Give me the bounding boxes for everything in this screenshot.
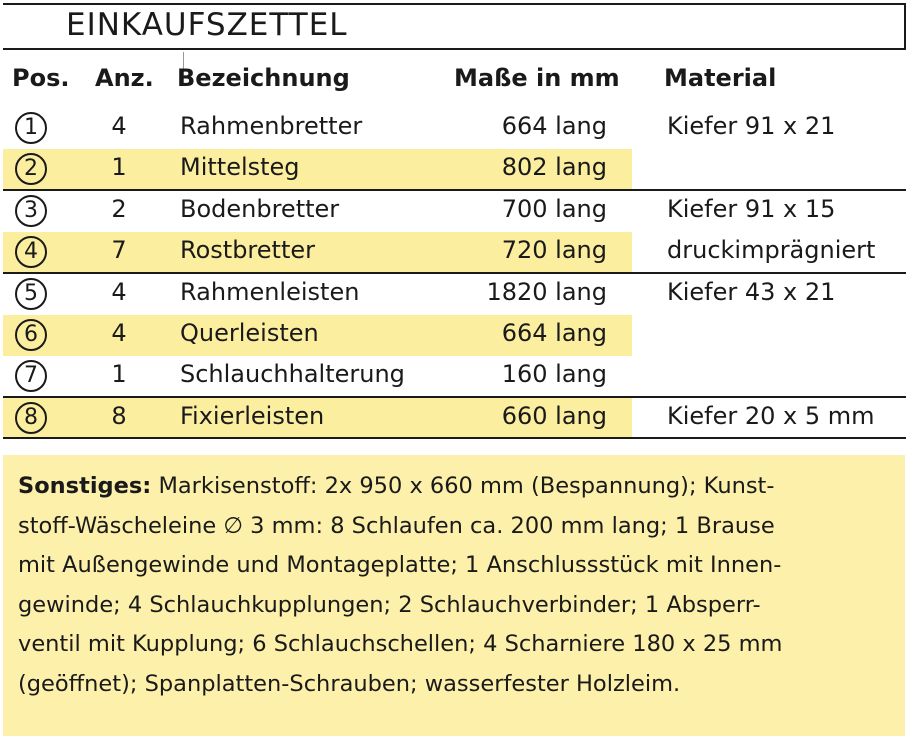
position-circle: 8 [15, 402, 47, 434]
material: druckimprägniert [667, 236, 876, 264]
table-bottom-border [3, 437, 906, 439]
material: Kiefer 91 x 21 [667, 112, 836, 140]
row-highlight [3, 398, 632, 439]
group-divider [3, 272, 906, 274]
dimensions: 802 lang [501, 153, 607, 181]
table-row: 8 8 Fixierleisten 660 lang Kiefer 20 x 5… [3, 398, 906, 439]
other-materials-line: stoff-Wäscheleine ∅ 3 mm: 8 Schlaufen ca… [18, 512, 775, 539]
position-circle: 2 [15, 153, 47, 185]
item-name: Rahmenbretter [180, 112, 363, 140]
material: Kiefer 43 x 21 [667, 278, 836, 306]
quantity: 1 [111, 360, 127, 388]
header-anz: Anz. [95, 64, 154, 92]
page-title: EINKAUFSZETTEL [66, 7, 348, 43]
row-highlight [3, 149, 632, 190]
header-material: Material [664, 64, 777, 92]
other-materials-line: ventil mit Kupplung; 6 Schlauchschellen;… [18, 631, 783, 657]
dimensions: 720 lang [501, 236, 607, 264]
other-materials-line: Sonstiges: Markisenstoff: 2x 950 x 660 m… [18, 473, 775, 499]
quantity: 1 [111, 153, 127, 181]
row-highlight [3, 232, 632, 273]
title-bar [3, 3, 906, 50]
item-name: Mittelsteg [180, 153, 300, 181]
table-row: 4 7 Rostbretter 720 lang druckimprägnier… [3, 232, 906, 273]
item-name: Rahmenleisten [180, 278, 360, 306]
quantity: 4 [111, 112, 127, 140]
other-materials-line: mit Außengewinde und Montageplatte; 1 An… [18, 552, 782, 578]
header-bezeichnung: Bezeichnung [177, 64, 350, 92]
material: Kiefer 20 x 5 mm [667, 402, 875, 430]
item-name: Schlauchhalterung [180, 360, 405, 388]
row-highlight [3, 315, 632, 356]
item-name: Bodenbretter [180, 195, 340, 223]
item-name: Fixierleisten [180, 402, 325, 430]
table-row: 5 4 Rahmenleisten 1820 lang Kiefer 43 x … [3, 274, 906, 315]
table-row: 7 1 Schlauchhalterung 160 lang [3, 356, 906, 397]
material: Kiefer 91 x 15 [667, 195, 836, 223]
dimensions: 660 lang [501, 402, 607, 430]
other-materials-line: gewinde; 4 Schlauchkupplungen; 2 Schlauc… [18, 591, 761, 618]
group-divider [3, 396, 906, 398]
table-row: 6 4 Querleisten 664 lang [3, 315, 906, 356]
quantity: 8 [111, 402, 127, 430]
quantity: 2 [111, 195, 127, 223]
position-circle: 3 [15, 195, 47, 227]
dimensions: 664 lang [501, 112, 607, 140]
table-row: 2 1 Mittelsteg 802 lang [3, 149, 906, 190]
table-row: 3 2 Bodenbretter 700 lang Kiefer 91 x 15 [3, 191, 906, 232]
item-name: Querleisten [180, 319, 319, 347]
header-pos: Pos. [12, 64, 70, 92]
column-divider [183, 52, 184, 72]
table-row: 1 4 Rahmenbretter 664 lang Kiefer 91 x 2… [3, 108, 906, 149]
quantity: 4 [111, 278, 127, 306]
header-masse: Maße in mm [454, 64, 620, 92]
other-materials-line: (geöffnet); Spanplatten-Schrauben; wasse… [18, 670, 681, 697]
dimensions: 664 lang [501, 319, 607, 347]
quantity: 7 [111, 236, 127, 264]
position-circle: 6 [15, 319, 47, 351]
dimensions: 1820 lang [486, 278, 607, 306]
other-materials-box: Sonstiges: Markisenstoff: 2x 950 x 660 m… [3, 455, 905, 736]
position-circle: 4 [15, 236, 47, 268]
dimensions: 160 lang [501, 360, 607, 388]
position-circle: 1 [15, 112, 47, 144]
other-materials-label: Sonstiges: [18, 473, 152, 499]
position-circle: 5 [15, 278, 47, 310]
item-name: Rostbretter [180, 236, 315, 264]
dimensions: 700 lang [501, 195, 607, 223]
position-circle: 7 [15, 360, 47, 392]
quantity: 4 [111, 319, 127, 347]
group-divider [3, 189, 906, 191]
